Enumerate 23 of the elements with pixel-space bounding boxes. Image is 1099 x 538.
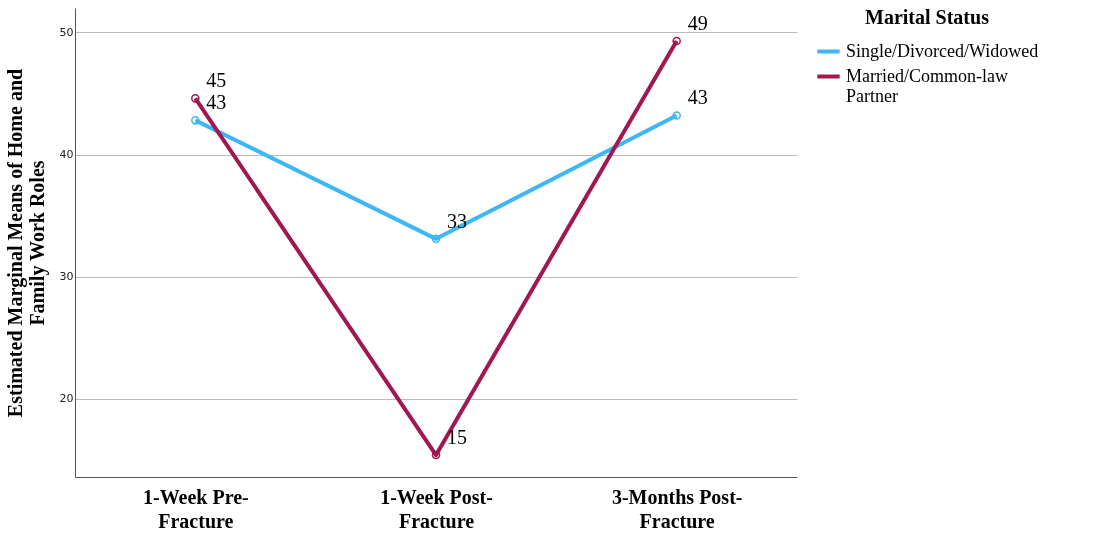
y-axis-title: Estimated Marginal Means of Home and Family Work Roles bbox=[3, 68, 49, 418]
data-label: 15 bbox=[447, 426, 467, 449]
point bbox=[672, 111, 681, 120]
y-tick-label: 30 bbox=[59, 270, 74, 284]
point bbox=[191, 116, 200, 125]
point bbox=[431, 234, 441, 244]
y-tick-label: 20 bbox=[59, 392, 74, 406]
point bbox=[672, 36, 681, 46]
y-tick-label: 50 bbox=[59, 25, 74, 39]
y-tick-label: 40 bbox=[59, 148, 74, 162]
data-label: 45 bbox=[206, 69, 227, 92]
legend-label: Single/Divorced/Widowed bbox=[846, 40, 1039, 61]
legend-title: Marital Status bbox=[865, 6, 990, 28]
x-tick-label: 1-Week Pre-Fracture bbox=[142, 485, 249, 532]
x-tick-label: 3-Months Post-Fracture bbox=[611, 485, 743, 532]
point bbox=[191, 94, 200, 103]
data-label: 43 bbox=[687, 86, 708, 109]
data-label: 43 bbox=[206, 91, 227, 114]
legend-label: Married/Common-law Partner bbox=[846, 65, 1008, 106]
x-tick-label: 1-Week Post-Fracture bbox=[380, 485, 493, 532]
point bbox=[431, 450, 441, 460]
data-label: 49 bbox=[687, 11, 708, 34]
data-label: 33 bbox=[447, 209, 467, 232]
